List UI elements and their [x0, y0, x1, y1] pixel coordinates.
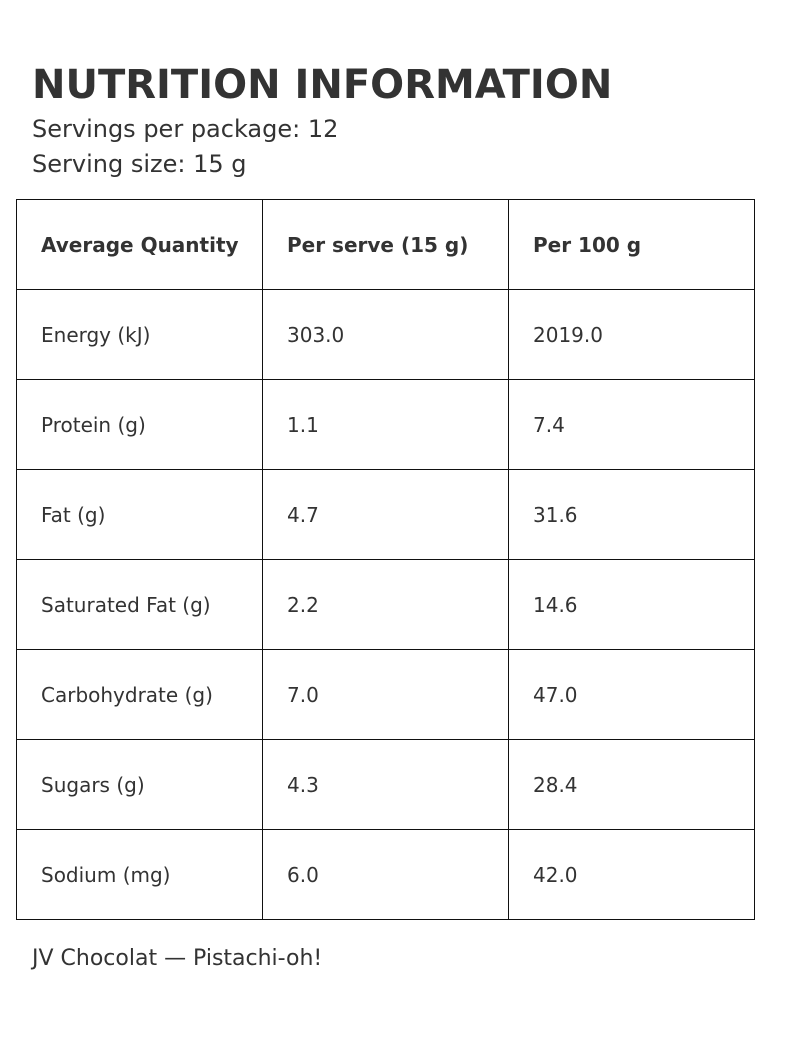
table-cell: 42.0 [508, 829, 755, 920]
nutrition-table: Average Quantity Per serve (15 g) Per 10… [16, 199, 755, 920]
table-cell: 14.6 [508, 559, 755, 650]
table-cell: 2.2 [262, 559, 509, 650]
table-row: Carbohydrate (g) 7.0 47.0 [16, 649, 755, 740]
serving-size: Serving size: 15 g [32, 150, 247, 178]
column-header: Average Quantity [16, 199, 263, 290]
page-title: NUTRITION INFORMATION [32, 62, 613, 108]
table-cell: 6.0 [262, 829, 509, 920]
table-cell: Carbohydrate (g) [16, 649, 263, 740]
table-cell: Protein (g) [16, 379, 263, 470]
table-cell: 47.0 [508, 649, 755, 740]
table-row: Energy (kJ) 303.0 2019.0 [16, 289, 755, 380]
table-cell: Saturated Fat (g) [16, 559, 263, 650]
table-row: Protein (g) 1.1 7.4 [16, 379, 755, 470]
table-cell: Fat (g) [16, 469, 263, 560]
table-cell: 7.4 [508, 379, 755, 470]
table-cell: 31.6 [508, 469, 755, 560]
table-row: Sodium (mg) 6.0 42.0 [16, 829, 755, 920]
table-cell: Energy (kJ) [16, 289, 263, 380]
servings-per-package: Servings per package: 12 [32, 115, 339, 143]
table-cell: 4.7 [262, 469, 509, 560]
column-header: Per serve (15 g) [262, 199, 509, 290]
table-header-row: Average Quantity Per serve (15 g) Per 10… [16, 199, 755, 290]
table-cell: 4.3 [262, 739, 509, 830]
table-cell: Sugars (g) [16, 739, 263, 830]
product-name: JV Chocolat — Pistachi-oh! [32, 946, 323, 971]
table-cell: 2019.0 [508, 289, 755, 380]
table-cell: 303.0 [262, 289, 509, 380]
column-header: Per 100 g [508, 199, 755, 290]
table-cell: 1.1 [262, 379, 509, 470]
table-row: Saturated Fat (g) 2.2 14.6 [16, 559, 755, 650]
table-row: Fat (g) 4.7 31.6 [16, 469, 755, 560]
table-row: Sugars (g) 4.3 28.4 [16, 739, 755, 830]
table-cell: Sodium (mg) [16, 829, 263, 920]
table-cell: 7.0 [262, 649, 509, 740]
table-cell: 28.4 [508, 739, 755, 830]
